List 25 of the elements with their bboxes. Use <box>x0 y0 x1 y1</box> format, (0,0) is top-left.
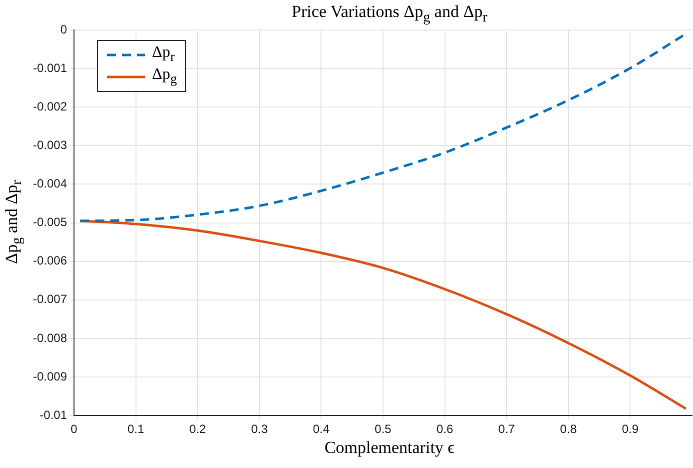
y-tick-label: -0.001 <box>32 60 68 75</box>
legend-label: Δp$_{g}$ <box>152 66 177 88</box>
x-tick-label: 0.5 <box>374 422 392 436</box>
x-tick-label: 0 <box>70 422 78 436</box>
y-tick-label: -0.006 <box>32 254 68 268</box>
y-tick-label: -0.01 <box>40 408 68 422</box>
x-tick-label: 0.4 <box>312 422 330 436</box>
x-tick-label: 0.2 <box>189 422 206 436</box>
y-tick-label: -0.008 <box>32 330 68 345</box>
y-tick-label: -0.009 <box>32 369 68 384</box>
y-tick-label: -0.005 <box>32 215 68 230</box>
x-tick-label: 0.6 <box>436 422 454 436</box>
y-tick-label: -0.007 <box>32 292 68 306</box>
x-tick-label: 0.9 <box>622 422 639 436</box>
y-tick-label: -0.004 <box>32 176 68 191</box>
x-axis-title: Complementarity ϵ <box>323 438 456 458</box>
y-tick-label: -0.003 <box>32 138 68 152</box>
x-tick-label: 0.1 <box>127 422 144 436</box>
x-tick-label: 0.7 <box>498 422 516 436</box>
y-tick-label: -0.002 <box>32 99 68 114</box>
x-tick-label: 0.3 <box>251 422 268 436</box>
x-tick-label: 0.8 <box>560 422 578 436</box>
chart-title: Price Variations Δp$_{g}$ and Δp$_{r}$ <box>290 2 488 26</box>
y-tick-label: 0 <box>60 22 68 36</box>
legend-label: Δp$_{r}$ <box>152 44 175 66</box>
